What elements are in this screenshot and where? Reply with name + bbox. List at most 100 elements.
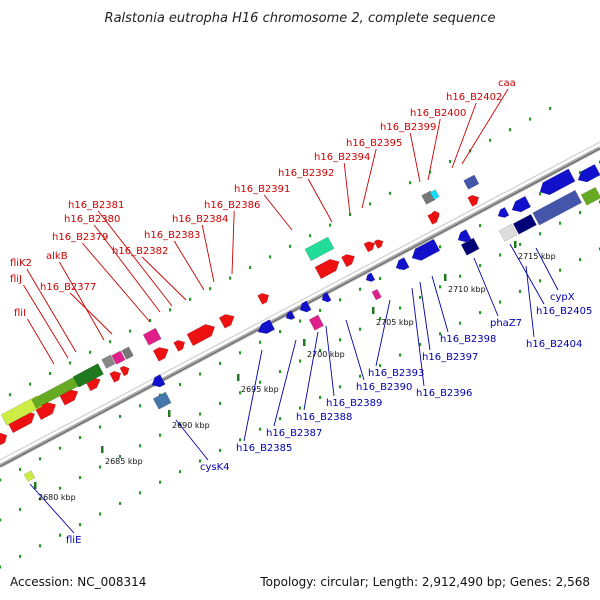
reverse-leader-line (175, 419, 209, 461)
reverse-gene-label: h16_B2390 (356, 382, 412, 393)
track-dot (139, 444, 142, 448)
track-dot (199, 459, 202, 463)
track-dot (109, 340, 112, 344)
track-dot (399, 306, 402, 310)
tick-mark (101, 446, 104, 453)
forward-gene-label: h16_B2381 (68, 200, 124, 211)
track-dot (179, 383, 182, 387)
forward-leader-line (59, 261, 105, 341)
reverse-gene-label: h16_B2388 (296, 412, 352, 423)
forward-leader-line (307, 178, 333, 223)
tick-mark (237, 374, 240, 381)
forward-leader-line (26, 268, 77, 353)
forward-leader-line (343, 162, 351, 215)
track-dot (519, 242, 522, 246)
tick-mark (514, 241, 517, 248)
track-dot (559, 268, 562, 272)
track-dot (9, 393, 12, 397)
forward-gene (257, 292, 270, 305)
feature-green (580, 186, 600, 206)
forward-leader-line (427, 118, 441, 181)
reverse-gene-label: h16_B2385 (236, 443, 292, 454)
track-dot (0, 478, 2, 482)
reverse-gene-label: phaZ7 (490, 318, 522, 329)
track-dot (19, 554, 22, 558)
position-ticks: 2680 kbp 2685 kbp 2690 kbp 2695 kbp 2700 kbp… (34, 241, 556, 502)
track-dot (229, 276, 232, 280)
forward-gene-label: h16_B2382 (112, 246, 168, 257)
forward-gene (218, 314, 235, 329)
forward-gene-label: caa (498, 78, 516, 89)
reverse-leader-line (411, 287, 425, 387)
track-dot (579, 171, 582, 175)
track-dot (59, 533, 62, 537)
reverse-gene (299, 300, 312, 313)
track-dot (419, 342, 422, 346)
reverse-gene-label: cypX (550, 292, 575, 303)
track-dot (59, 446, 62, 450)
track-dot (279, 417, 282, 421)
tick-label: 2700 kbp (307, 350, 345, 359)
reverse-gene-label: fliE (66, 535, 81, 546)
reverse-gene-label: h16_B2396 (416, 388, 472, 399)
forward-gene (341, 254, 355, 268)
track-dot (19, 507, 22, 511)
tick-label: 2715 kbp (518, 252, 556, 261)
track-dot (219, 448, 222, 452)
tick-mark (34, 482, 37, 489)
track-dot (399, 353, 402, 357)
gene-labels: fliI fliJ fliK2 alkB h16_B2377 h16_B2379 h16_B… (10, 78, 592, 546)
forward-gene (119, 365, 130, 377)
reverse-gene-label: h16_B2397 (422, 352, 478, 363)
track-dot (179, 470, 182, 474)
track-dot (409, 181, 412, 185)
reverse-gene (151, 374, 166, 388)
track-dot (149, 319, 152, 322)
forward-gene (109, 370, 122, 383)
track-dot (99, 425, 102, 429)
reverse-gene (289, 314, 295, 320)
reverse-leader-line (525, 265, 535, 338)
track-dot (299, 406, 302, 410)
track-dot (209, 287, 212, 291)
track-dot (69, 361, 72, 365)
feature-gray (101, 354, 116, 369)
track-dot (349, 213, 352, 216)
forward-gene-label: h16_B2394 (314, 152, 370, 163)
feature-lightgreen (23, 470, 36, 482)
feature-pink (308, 314, 324, 331)
track-dot (39, 497, 42, 501)
reverse-gene-label: h16_B2405 (536, 306, 592, 317)
forward-gene-label: h16_B2402 (446, 92, 502, 103)
tick-mark (168, 410, 171, 417)
forward-gene (363, 241, 376, 253)
chromosome-backbone (0, 141, 600, 468)
reverse-gene-label: h16_B2398 (440, 334, 496, 345)
feature-lightgray (498, 223, 518, 242)
track-dot (559, 221, 562, 225)
track-dot (359, 374, 362, 378)
track-dot (119, 414, 122, 418)
backbone-highlight (0, 141, 600, 461)
track-dot (539, 192, 542, 196)
track-dot (579, 258, 582, 262)
track-dot (539, 279, 542, 283)
forward-gene (373, 239, 384, 249)
reverse-gene (411, 238, 441, 261)
feature-steel (152, 391, 172, 410)
forward-gene (186, 324, 216, 347)
feature-navy (460, 237, 480, 256)
reverse-leader-line (419, 281, 431, 351)
track-dot (419, 295, 422, 299)
track-dot (509, 128, 512, 132)
track-dot (79, 436, 82, 440)
track-dot (169, 308, 172, 312)
forward-gene (314, 259, 340, 280)
tick-label: 2685 kbp (105, 457, 143, 466)
track-dot (369, 202, 372, 206)
tick-label: 2710 kbp (448, 285, 486, 294)
track-dot (479, 264, 482, 268)
forward-gene-label: alkB (46, 251, 68, 262)
track-dot (359, 327, 362, 331)
